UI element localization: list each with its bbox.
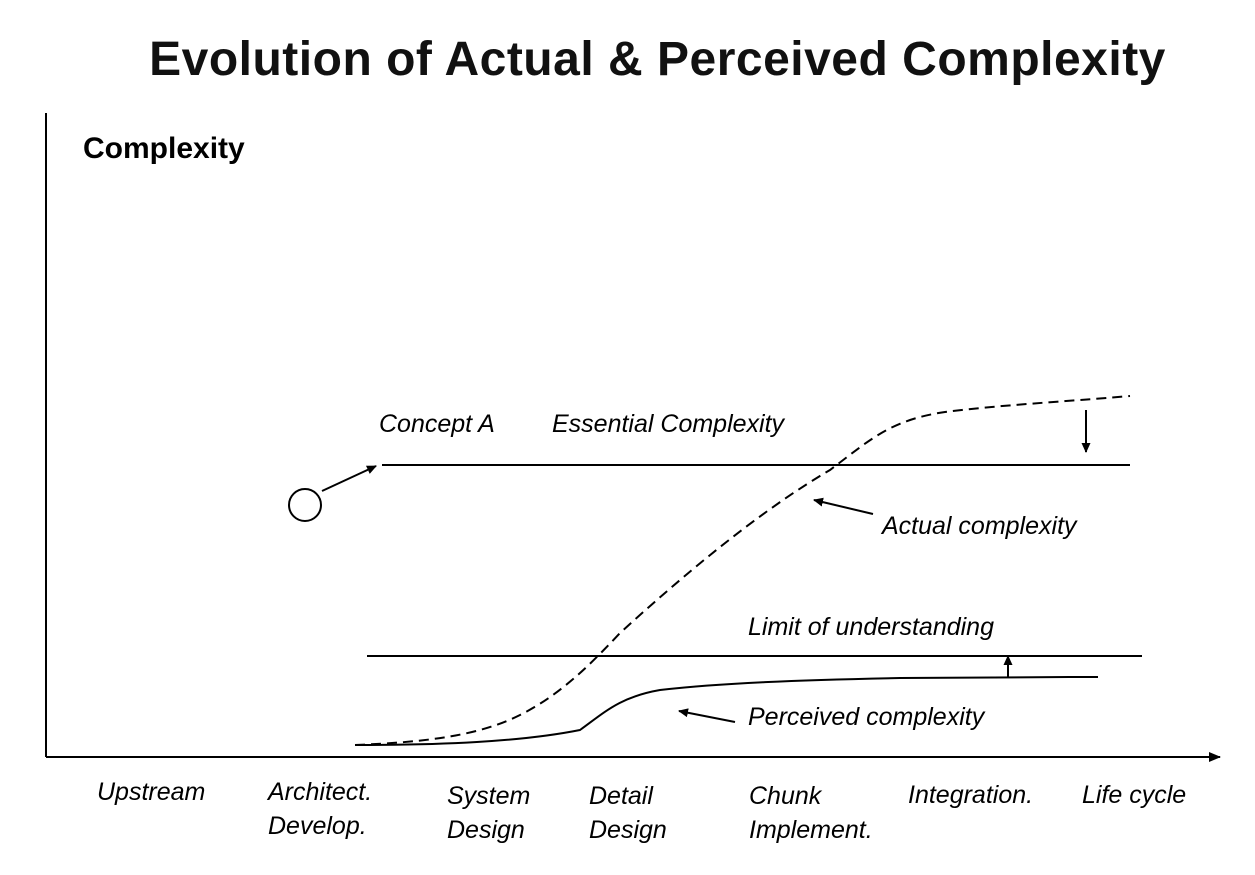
stage-line2: Design bbox=[447, 816, 525, 844]
y-axis-label: Complexity bbox=[83, 132, 245, 165]
stage-label: Upstream bbox=[97, 775, 205, 809]
stage-label: Chunk Implement. bbox=[749, 779, 873, 847]
stage-line1: Integration. bbox=[908, 781, 1034, 809]
stage-line1: Architect. bbox=[268, 778, 373, 806]
concept-circle bbox=[288, 488, 322, 522]
essential-complexity-label: Essential Complexity bbox=[552, 410, 785, 438]
stage-label: Life cycle bbox=[1082, 778, 1186, 812]
stage-line1: Life cycle bbox=[1082, 781, 1187, 809]
concept-label: Concept A bbox=[379, 410, 495, 438]
stage-label: System Design bbox=[447, 779, 530, 847]
actual-complexity-curve bbox=[354, 395, 1131, 746]
stage-label: Detail Design bbox=[589, 779, 667, 847]
stage-line2: Implement. bbox=[749, 816, 873, 844]
stage-line2: Design bbox=[589, 816, 667, 844]
perceived-label-pointer bbox=[678, 708, 736, 723]
actual-label-pointer bbox=[813, 497, 874, 515]
stage-label: Architect. Develop. bbox=[268, 775, 372, 843]
stage-line2: Develop. bbox=[268, 812, 367, 840]
stage-line1: Chunk bbox=[749, 782, 822, 810]
perceived-complexity-curve bbox=[354, 676, 1099, 746]
diagram-title: Evolution of Actual & Perceived Complexi… bbox=[149, 33, 1166, 86]
stage-line1: Detail bbox=[589, 782, 653, 810]
limit-of-understanding-label: Limit of understanding bbox=[748, 613, 994, 641]
stage-line1: Upstream bbox=[97, 778, 206, 806]
perceived-complexity-label: Perceived complexity bbox=[748, 703, 985, 731]
concept-arrow bbox=[321, 465, 377, 492]
actual-complexity-label: Actual complexity bbox=[882, 512, 1077, 540]
stage-label: Integration. bbox=[908, 778, 1033, 812]
stage-line1: System bbox=[447, 782, 531, 810]
